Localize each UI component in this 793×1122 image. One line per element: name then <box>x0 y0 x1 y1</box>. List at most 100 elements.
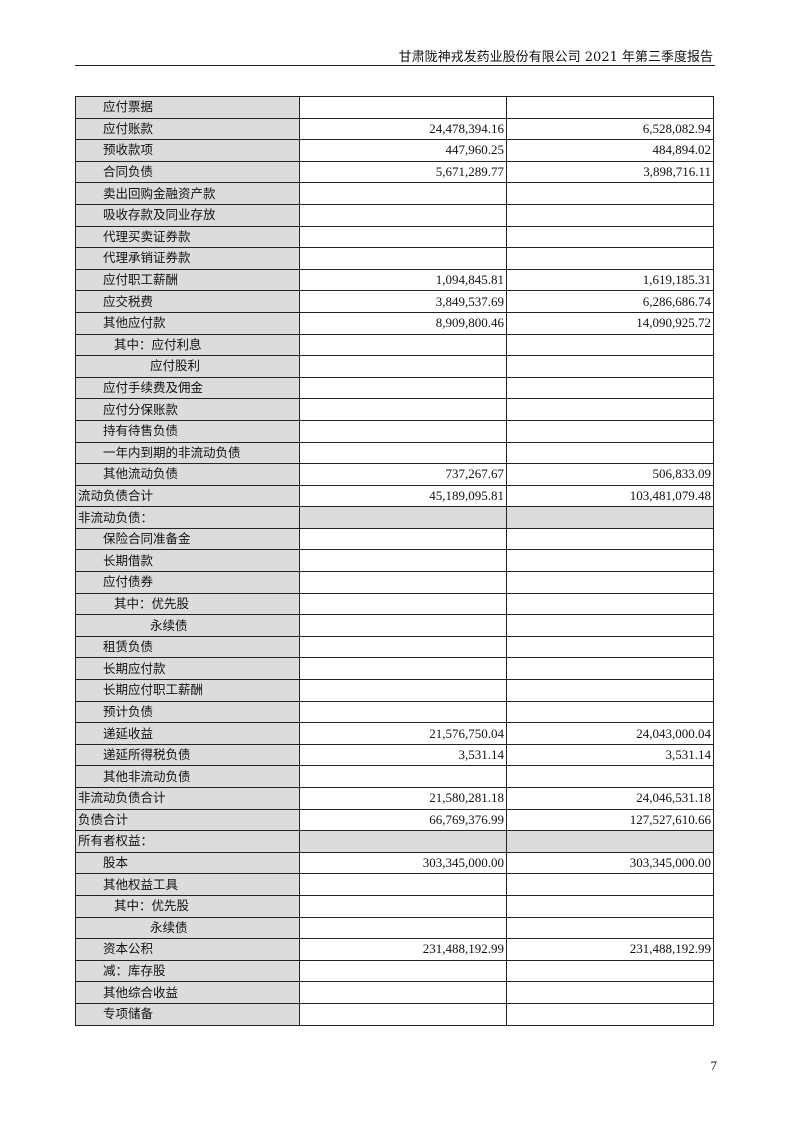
current-period-value <box>299 916 507 940</box>
table-row: 长期应付职工薪酬 <box>75 679 714 702</box>
current-period-value <box>299 333 507 357</box>
current-period-value: 21,580,281.18 <box>299 787 507 810</box>
prior-period-value <box>506 679 714 702</box>
current-period-value: 737,267.67 <box>299 463 507 486</box>
table-row: 租赁负债 <box>75 635 714 659</box>
table-row: 其中：优先股 <box>75 894 714 918</box>
row-label: 应交税费 <box>75 290 300 313</box>
prior-period-value <box>506 571 714 594</box>
current-period-value <box>299 765 507 788</box>
prior-period-value <box>506 398 714 421</box>
prior-period-value: 24,043,000.04 <box>506 722 714 745</box>
row-label: 递延所得税负债 <box>75 743 300 767</box>
current-period-value: 24,478,394.16 <box>299 117 507 141</box>
table-row: 其他流动负债 737,267.67 506,833.09 <box>75 463 714 486</box>
table-row: 其他应付款 8,909,800.46 14,090,925.72 <box>75 311 714 335</box>
prior-period-value <box>506 916 714 940</box>
prior-period-value: 6,286,686.74 <box>506 290 714 313</box>
prior-period-value <box>506 635 714 659</box>
current-period-value <box>299 700 507 724</box>
prior-period-value: 231,488,192.99 <box>506 938 714 961</box>
current-period-value <box>299 679 507 702</box>
row-label: 预计负债 <box>75 700 300 724</box>
current-period-value <box>299 419 507 443</box>
table-row: 应付票据 <box>75 96 714 119</box>
row-label: 非流动负债： <box>75 506 300 529</box>
row-label: 代理承销证券款 <box>75 247 300 270</box>
current-period-value: 303,345,000.00 <box>299 851 507 875</box>
row-label: 应付债券 <box>75 571 300 594</box>
current-period-value: 5,671,289.77 <box>299 160 507 184</box>
row-label: 流动负债合计 <box>75 484 300 508</box>
row-label: 其中：优先股 <box>75 894 300 918</box>
table-row: 预收款项 447,960.25 484,894.02 <box>75 139 714 162</box>
row-label: 应付职工薪酬 <box>75 268 300 292</box>
row-label: 其他流动负债 <box>75 463 300 486</box>
prior-period-value <box>506 830 714 853</box>
prior-period-value <box>506 419 714 443</box>
row-label: 长期应付职工薪酬 <box>75 679 300 702</box>
row-label: 合同负债 <box>75 160 300 184</box>
table-row: 其他综合收益 <box>75 981 714 1004</box>
table-row: 应付职工薪酬 1,094,845.81 1,619,185.31 <box>75 268 714 292</box>
current-period-value <box>299 635 507 659</box>
row-label: 其他综合收益 <box>75 981 300 1004</box>
table-row: 长期借款 <box>75 549 714 573</box>
row-label: 永续债 <box>75 614 300 637</box>
prior-period-value: 303,345,000.00 <box>506 851 714 875</box>
page-number: 7 <box>710 1058 718 1073</box>
row-label: 其他应付款 <box>75 311 300 335</box>
table-row: 应付股利 <box>75 355 714 378</box>
current-period-value: 66,769,376.99 <box>299 808 507 832</box>
table-row: 代理承销证券款 <box>75 247 714 270</box>
prior-period-value <box>506 182 714 205</box>
current-period-value <box>299 549 507 573</box>
prior-period-value <box>506 592 714 616</box>
table-row: 流动负债合计 45,189,095.81 103,481,079.48 <box>75 484 714 508</box>
current-period-value <box>299 830 507 853</box>
current-period-value <box>299 355 507 378</box>
row-label: 租赁负债 <box>75 635 300 659</box>
prior-period-value: 506,833.09 <box>506 463 714 486</box>
row-label: 负债合计 <box>75 808 300 832</box>
table-row: 长期应付款 <box>75 657 714 681</box>
current-period-value <box>299 506 507 529</box>
table-row: 减：库存股 <box>75 959 714 983</box>
row-label: 一年内到期的非流动负债 <box>75 441 300 465</box>
prior-period-value <box>506 247 714 270</box>
balance-sheet-table: 应付票据 应付账款 24,478,394.16 6,528,082.94 预收款项 447… <box>75 96 714 1026</box>
current-period-value <box>299 959 507 983</box>
section-header-row: 非流动负债： <box>75 506 714 529</box>
row-label: 应付账款 <box>75 117 300 141</box>
prior-period-value: 6,528,082.94 <box>506 117 714 141</box>
row-label: 资本公积 <box>75 938 300 961</box>
table-row: 应付账款 24,478,394.16 6,528,082.94 <box>75 117 714 141</box>
header-divider <box>75 65 715 66</box>
prior-period-value <box>506 765 714 788</box>
current-period-value <box>299 247 507 270</box>
row-label: 预收款项 <box>75 139 300 162</box>
table-row: 应付分保账款 <box>75 398 714 421</box>
row-label: 非流动负债合计 <box>75 787 300 810</box>
prior-period-value: 103,481,079.48 <box>506 484 714 508</box>
current-period-value <box>299 376 507 400</box>
current-period-value: 231,488,192.99 <box>299 938 507 961</box>
table-row: 其他非流动负债 <box>75 765 714 788</box>
prior-period-value <box>506 225 714 249</box>
row-label: 应付股利 <box>75 355 300 378</box>
table-row: 永续债 <box>75 614 714 637</box>
table-row: 应付债券 <box>75 571 714 594</box>
table-row: 永续债 <box>75 916 714 940</box>
current-period-value <box>299 981 507 1004</box>
current-period-value <box>299 441 507 465</box>
row-label: 应付手续费及佣金 <box>75 376 300 400</box>
current-period-value <box>299 592 507 616</box>
current-period-value: 447,960.25 <box>299 139 507 162</box>
table-row: 应付手续费及佣金 <box>75 376 714 400</box>
current-period-value <box>299 1002 507 1026</box>
table-row: 代理买卖证券款 <box>75 225 714 249</box>
table-row: 股本 303,345,000.00 303,345,000.00 <box>75 851 714 875</box>
prior-period-value: 24,046,531.18 <box>506 787 714 810</box>
table-row: 其他权益工具 <box>75 873 714 896</box>
table-row: 一年内到期的非流动负债 <box>75 441 714 465</box>
